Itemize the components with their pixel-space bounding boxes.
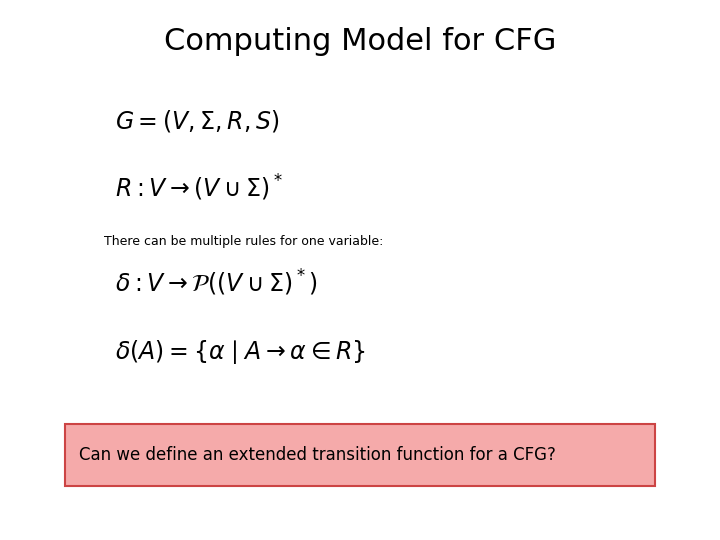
FancyBboxPatch shape (65, 424, 655, 486)
Text: $R : V \to (V \cup \Sigma)^*$: $R : V \to (V \cup \Sigma)^*$ (115, 173, 283, 203)
Text: Computing Model for CFG: Computing Model for CFG (164, 27, 556, 56)
Text: Can we define an extended transition function for a CFG?: Can we define an extended transition fun… (79, 446, 556, 464)
Text: There can be multiple rules for one variable:: There can be multiple rules for one vari… (104, 235, 384, 248)
Text: $\delta : V \to \mathcal{P}((V \cup \Sigma)^*)$: $\delta : V \to \mathcal{P}((V \cup \Sig… (115, 267, 318, 298)
Text: $\delta(A) = \{\alpha \mid A \to \alpha \in R\}$: $\delta(A) = \{\alpha \mid A \to \alpha … (115, 338, 366, 366)
Text: $G = (V, \Sigma, R, S)$: $G = (V, \Sigma, R, S)$ (115, 108, 279, 134)
